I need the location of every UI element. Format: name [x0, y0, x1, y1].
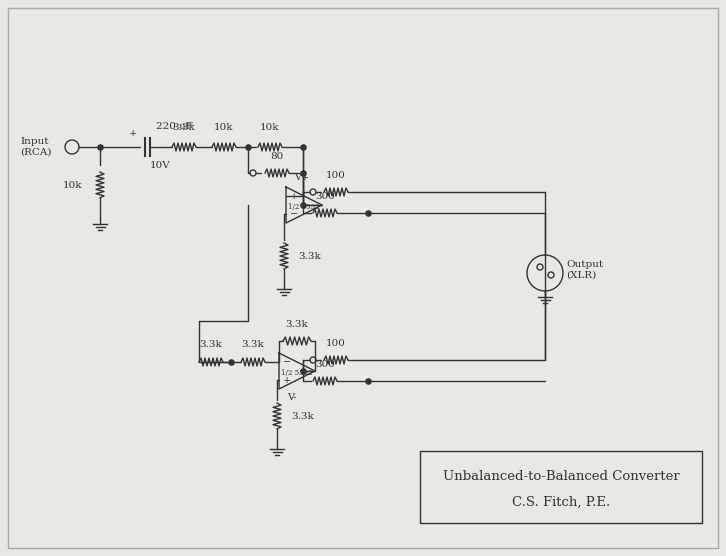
- Text: 10k: 10k: [260, 123, 280, 132]
- Text: 300: 300: [315, 360, 335, 369]
- FancyBboxPatch shape: [8, 8, 718, 548]
- Text: Unbalanced-to-Balanced Converter: Unbalanced-to-Balanced Converter: [443, 470, 680, 483]
- Text: Output
(XLR): Output (XLR): [566, 260, 603, 280]
- Text: 3.3k: 3.3k: [173, 123, 195, 132]
- Text: 3.3k: 3.3k: [298, 251, 321, 261]
- Text: V+: V+: [294, 173, 309, 182]
- Text: 3.3k: 3.3k: [242, 340, 264, 349]
- Text: 10k: 10k: [62, 181, 82, 190]
- Text: 1/2 5532: 1/2 5532: [281, 369, 313, 377]
- Text: +: +: [283, 375, 291, 385]
- Text: V-: V-: [287, 393, 296, 402]
- Text: 3.3k: 3.3k: [291, 411, 314, 420]
- Text: 3.3k: 3.3k: [200, 340, 222, 349]
- Text: 100: 100: [326, 171, 346, 180]
- Text: 80: 80: [270, 152, 284, 161]
- Text: C.S. Fitch, P.E.: C.S. Fitch, P.E.: [512, 495, 610, 508]
- Text: 10k: 10k: [214, 123, 234, 132]
- Text: 3.3k: 3.3k: [285, 320, 309, 329]
- Text: −: −: [283, 358, 291, 366]
- Text: +: +: [290, 191, 298, 201]
- FancyBboxPatch shape: [420, 451, 702, 523]
- Text: 100: 100: [326, 339, 346, 348]
- Text: −: −: [290, 210, 298, 219]
- Text: +: +: [129, 128, 137, 137]
- Text: 300: 300: [315, 192, 335, 201]
- Text: 220 uF: 220 uF: [156, 122, 193, 131]
- Text: 1/2 5532: 1/2 5532: [288, 203, 319, 211]
- Text: Input
(RCA): Input (RCA): [20, 137, 52, 157]
- Text: 10V: 10V: [150, 161, 171, 170]
